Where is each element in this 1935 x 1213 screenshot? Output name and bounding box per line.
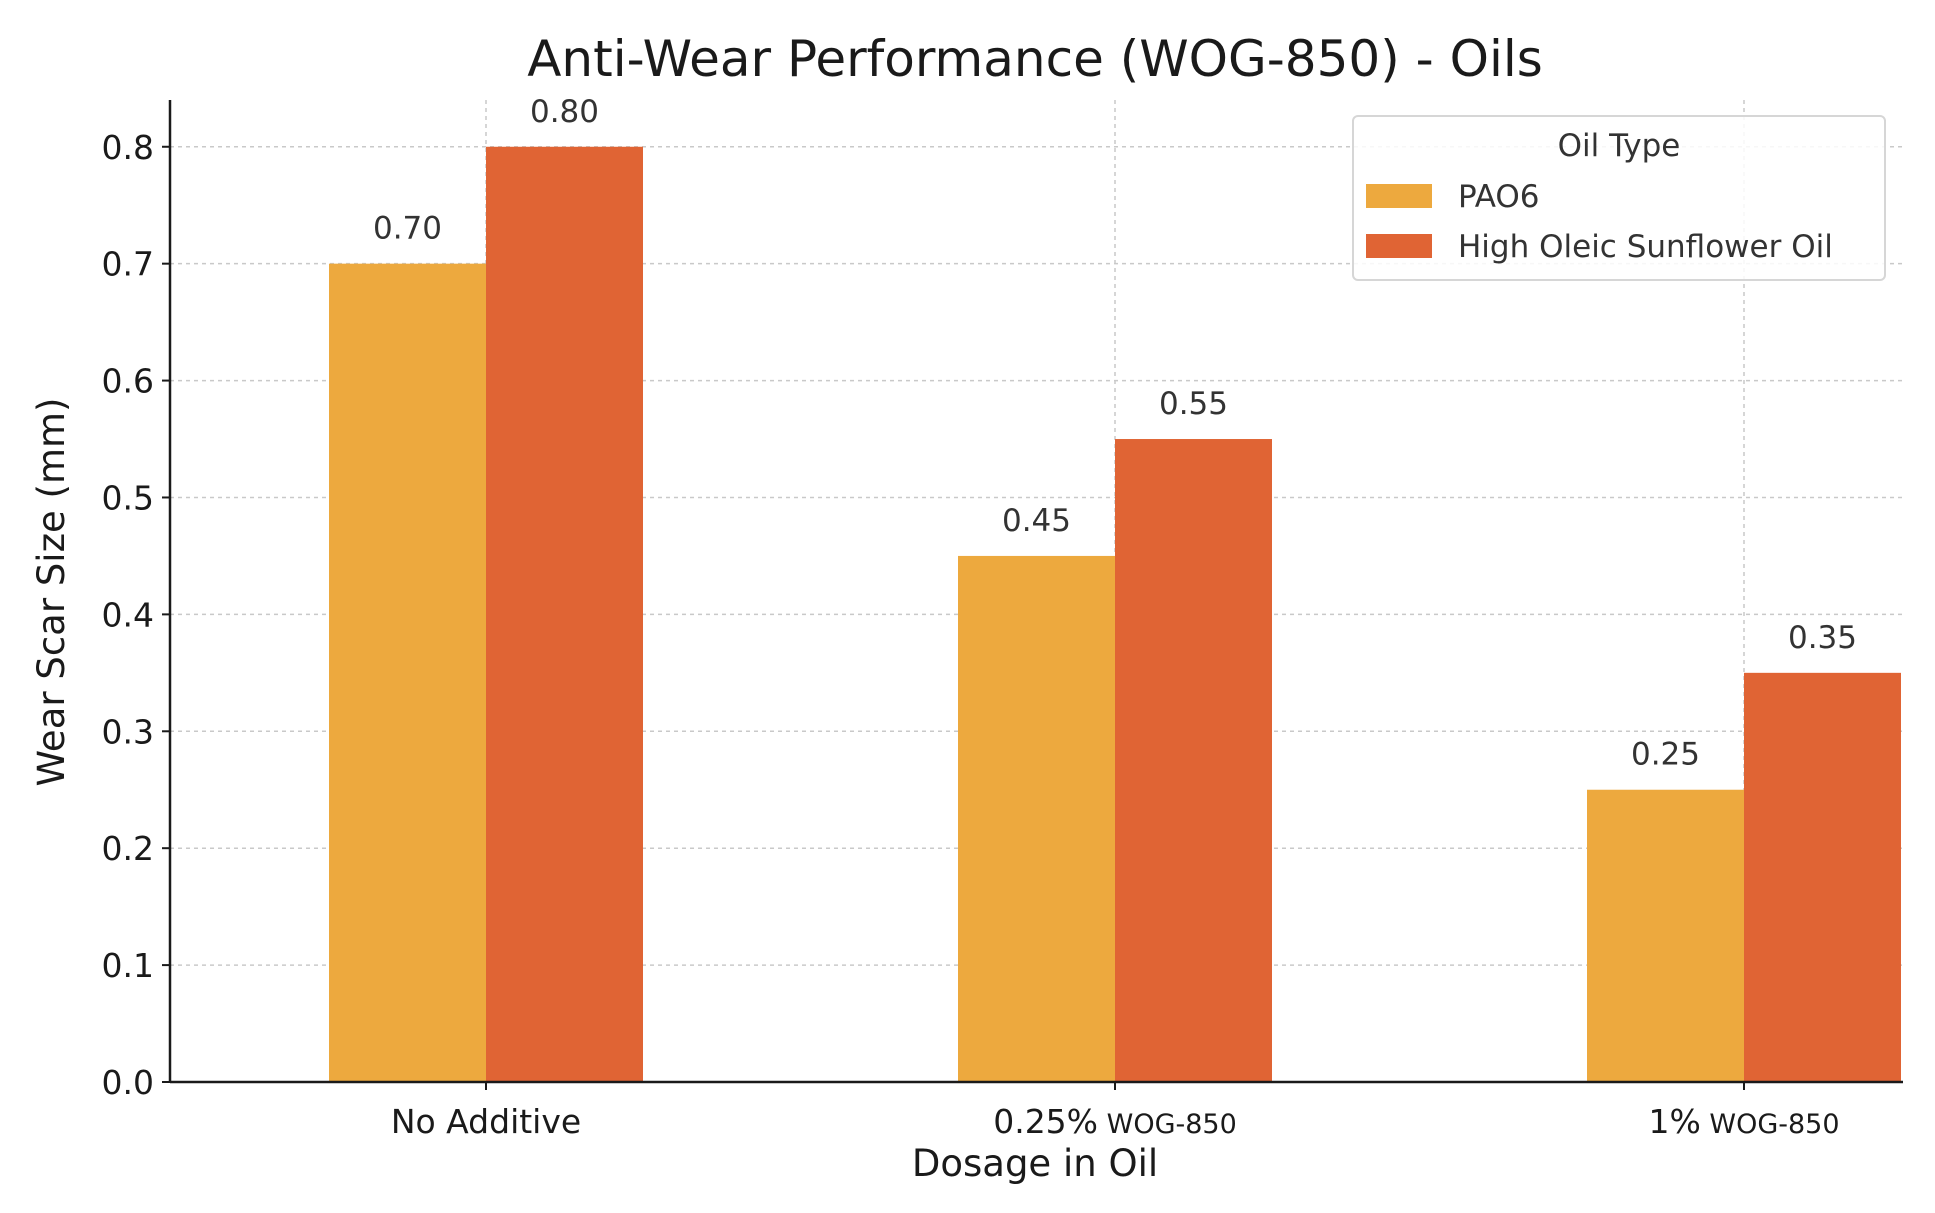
legend: Oil Type PAO6 High Oleic Sunflower Oil bbox=[1352, 115, 1886, 281]
bar-value-label: 0.55 bbox=[1159, 386, 1228, 422]
y-axis-ticks: 0.0 0.1 0.2 0.3 0.4 0.5 0.6 0.7 0.8 bbox=[102, 128, 170, 1102]
x-tick-label-main: No Additive bbox=[391, 1102, 581, 1141]
legend-swatch-sunflower bbox=[1366, 234, 1432, 258]
x-tick-label-main: 0.25% bbox=[993, 1102, 1098, 1141]
x-tick-label: No Additive bbox=[391, 1102, 581, 1141]
y-axis-label: Wear Scar Size (mm) bbox=[30, 398, 73, 787]
y-tick-label: 0.4 bbox=[102, 595, 154, 634]
bar-sunflower bbox=[486, 146, 643, 1082]
y-tick-label: 0.8 bbox=[102, 128, 154, 167]
x-axis-ticks: No Additive 0.25% WOG-850 1% WOG-850 bbox=[391, 1082, 1840, 1141]
y-tick-label: 0.0 bbox=[102, 1063, 154, 1102]
bar-value-label: 0.45 bbox=[1002, 503, 1071, 539]
bar-sunflower bbox=[1115, 439, 1272, 1082]
bar-pao6 bbox=[958, 555, 1115, 1082]
bar-pao6 bbox=[329, 263, 486, 1083]
bar-value-label: 0.80 bbox=[530, 94, 599, 130]
y-tick-label: 0.1 bbox=[102, 946, 154, 985]
bar-value-label: 0.35 bbox=[1788, 620, 1857, 656]
y-tick-label: 0.6 bbox=[102, 362, 154, 401]
y-tick-label: 0.5 bbox=[102, 478, 154, 517]
bar-value-labels: 0.70 0.45 0.25 0.80 0.55 0.35 bbox=[373, 94, 1857, 773]
x-tick-label: 0.25% WOG-850 bbox=[993, 1102, 1237, 1141]
x-tick-label-main: 1% bbox=[1648, 1102, 1700, 1141]
bar-pao6 bbox=[1587, 789, 1744, 1082]
bar-sunflower bbox=[1744, 672, 1901, 1082]
legend-swatch-pao6 bbox=[1366, 184, 1432, 208]
chart-title: Anti-Wear Performance (WOG-850) - Oils bbox=[527, 30, 1543, 88]
x-tick-label-suffix: WOG-850 bbox=[1098, 1109, 1237, 1140]
x-tick-label-suffix: WOG-850 bbox=[1701, 1109, 1840, 1140]
x-tick-label: 1% WOG-850 bbox=[1648, 1102, 1839, 1141]
bars bbox=[329, 146, 1901, 1083]
y-tick-label: 0.3 bbox=[102, 712, 154, 751]
legend-title: Oil Type bbox=[1558, 128, 1681, 164]
y-tick-label: 0.2 bbox=[102, 829, 154, 868]
bar-value-label: 0.25 bbox=[1631, 737, 1700, 773]
legend-box bbox=[1352, 115, 1886, 281]
y-tick-label: 0.7 bbox=[102, 245, 154, 284]
bar-value-label: 0.70 bbox=[373, 211, 442, 247]
x-axis-label: Dosage in Oil bbox=[912, 1142, 1158, 1185]
legend-label-sunflower: High Oleic Sunflower Oil bbox=[1458, 229, 1833, 265]
legend-label-pao6: PAO6 bbox=[1458, 179, 1540, 215]
